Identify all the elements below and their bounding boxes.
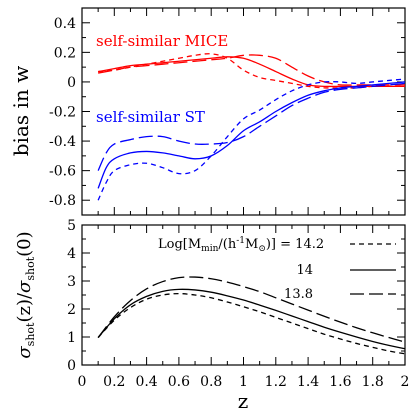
bottom-y-axis-label: σshot(z)/σshot(0) [14, 231, 37, 358]
top-series-mice-long [98, 54, 405, 86]
bottom-ytick-label: 5 [67, 218, 76, 234]
bottom-xtick-label: 0 [78, 374, 87, 390]
top-ytick-label: 0.2 [54, 45, 76, 61]
legend: Log[Mmin/(h-1M⊙)] = 14.2 14 13.8 [158, 236, 396, 302]
top-series-mice-short [98, 53, 405, 89]
bottom-xtick-label: 1.2 [265, 374, 287, 390]
bottom-series [97, 276, 406, 355]
bottom-xtick-label: 1.8 [362, 374, 384, 390]
bottom-series-long [97, 276, 406, 343]
bottom-series-solid [97, 288, 406, 350]
top-series-mice-solid [98, 56, 405, 88]
top-series [97, 53, 406, 201]
annotation-mice: self-similar MICE [96, 32, 228, 50]
top-ytick-label: -0.2 [49, 105, 76, 121]
annotation-st: self-similar ST [96, 108, 205, 126]
top-series-st-long [97, 82, 406, 171]
bottom-panel: 0 1 2 3 4 5 0 0.2 0.4 0.6 0.8 1 1.2 1.4 1.6 1.8 2 Log[Mm… [14, 218, 409, 413]
bottom-series-short [97, 292, 406, 355]
bottom-xtick-label: 1.4 [297, 374, 319, 390]
bottom-ytick-label: 1 [67, 330, 76, 346]
top-ytick-label: -0.8 [49, 193, 76, 209]
x-axis-label: z [238, 389, 249, 413]
bottom-xtick-label: 1 [239, 374, 248, 390]
top-ytick-label: 0 [67, 75, 76, 91]
top-series-st-solid [97, 81, 406, 189]
bottom-xtick-label: 0.4 [135, 374, 157, 390]
top-y-axis-label: bias in w [9, 66, 33, 157]
top-ytick-label: 0.4 [54, 16, 76, 32]
bottom-xtick-label: 0.6 [168, 374, 190, 390]
bottom-xtick-label: 2 [401, 374, 410, 390]
top-panel: -0.8 -0.6 -0.4 -0.2 0 0.2 0.4 self-similar MIC… [9, 7, 406, 216]
top-ytick-label: -0.6 [49, 164, 76, 180]
bottom-ytick-label: 4 [67, 246, 76, 262]
bottom-ticks: 0 1 2 3 4 5 0 0.2 0.4 0.6 0.8 1 1.2 1.4 1.6 1.8 2 [67, 218, 409, 390]
top-series-st-short [97, 78, 406, 201]
bottom-xtick-label: 0.2 [103, 374, 125, 390]
bottom-ytick-label: 2 [67, 302, 76, 318]
legend-label-14: 14 [296, 263, 313, 278]
top-ytick-label: -0.4 [49, 134, 76, 150]
bottom-xtick-label: 1.6 [329, 374, 351, 390]
top-ticks: -0.8 -0.6 -0.4 -0.2 0 0.2 0.4 [49, 8, 406, 215]
bottom-xtick-label: 0.8 [200, 374, 222, 390]
legend-label-13-8: 13.8 [284, 287, 313, 302]
legend-title: Log[Mmin/(h-1M⊙)] = 14.2 [158, 236, 324, 254]
bottom-ytick-label: 0 [67, 358, 76, 374]
bottom-ytick-label: 3 [67, 274, 76, 290]
